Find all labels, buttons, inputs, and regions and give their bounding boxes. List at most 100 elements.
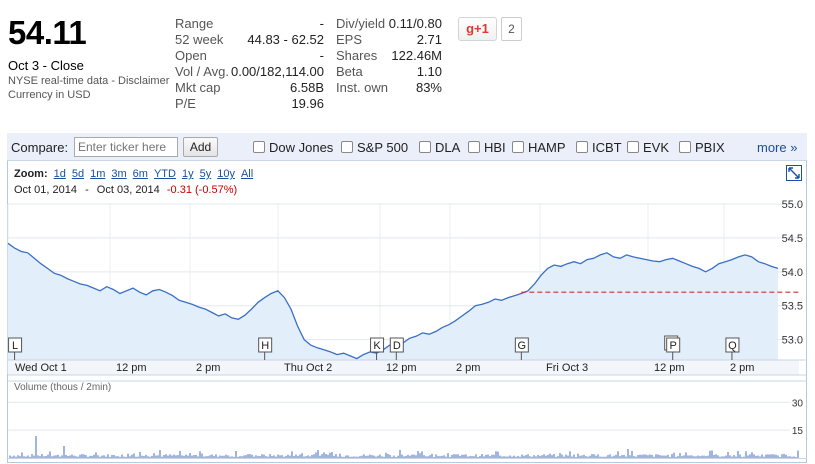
news-marker-d[interactable]: D bbox=[389, 337, 404, 360]
add-button[interactable]: Add bbox=[183, 137, 218, 157]
checkbox-label: Dow Jones bbox=[269, 139, 334, 155]
stat-value: 19.96 bbox=[291, 96, 324, 111]
marker-box[interactable] bbox=[666, 337, 681, 353]
price-area bbox=[8, 243, 778, 360]
news-marker-q[interactable]: Q bbox=[725, 337, 740, 360]
checkbox-label: ICBT bbox=[592, 139, 622, 155]
stat-value: - bbox=[319, 16, 324, 31]
zoom-link-6m[interactable]: 6m bbox=[132, 168, 148, 180]
range-from: Oct 01, 2014 bbox=[14, 184, 77, 196]
zoom-link-5d[interactable]: 5d bbox=[71, 168, 85, 180]
marker-box[interactable] bbox=[370, 337, 385, 353]
checkbox-box[interactable] bbox=[419, 141, 431, 153]
x-axis-band bbox=[8, 360, 799, 375]
news-marker-g[interactable]: G bbox=[514, 337, 529, 360]
checkbox-label: HAMP bbox=[528, 139, 566, 155]
expand-icon bbox=[788, 167, 800, 179]
zoom-link-5y[interactable]: 5y bbox=[199, 168, 212, 180]
stat-value: 0.00/182,114.00 bbox=[230, 64, 324, 79]
stat-row: Mkt cap 6.58B bbox=[175, 80, 324, 96]
stat-key: P/E bbox=[175, 96, 196, 111]
marker-label: D bbox=[393, 340, 401, 352]
stat-value: 44.83 - 62.52 bbox=[247, 32, 324, 47]
zoom-link-10y[interactable]: 10y bbox=[217, 168, 235, 180]
stat-key: Mkt cap bbox=[175, 80, 221, 95]
compare-checkbox[interactable]: Dow Jones bbox=[253, 139, 334, 155]
checkbox-box[interactable] bbox=[253, 141, 265, 153]
news-marker-p[interactable]: P bbox=[664, 335, 681, 360]
expand-chart-button[interactable] bbox=[786, 165, 802, 181]
stat-row: Vol / Avg. 0.00/182,114.00 bbox=[175, 64, 324, 80]
marker-box[interactable] bbox=[389, 337, 404, 353]
range-change: -0.31 (-0.57%) bbox=[166, 184, 238, 196]
stat-row: P/E 19.96 bbox=[175, 96, 324, 112]
compare-label: Compare: bbox=[11, 140, 69, 155]
compare-checkbox[interactable]: PBIX bbox=[679, 140, 725, 155]
google-plus-button[interactable]: g+1 bbox=[458, 17, 497, 41]
compare-checkbox[interactable]: DLA bbox=[419, 139, 461, 155]
stat-row: Shares 122.46M bbox=[336, 48, 442, 64]
zoom-link-1m[interactable]: 1m bbox=[90, 168, 106, 180]
compare-checkbox[interactable]: HAMP bbox=[512, 139, 566, 155]
compare-checkbox[interactable]: HBI bbox=[468, 140, 506, 155]
plus-one-count: 2 bbox=[501, 17, 522, 41]
y-tick-label: 55.0 bbox=[782, 199, 803, 211]
volume-label: Volume (thous / 2min) bbox=[14, 382, 111, 393]
compare-checkbox[interactable]: S&P 500 bbox=[341, 140, 408, 155]
stat-value: 1.10 bbox=[416, 64, 442, 79]
marker-box[interactable] bbox=[8, 337, 23, 353]
marker-label: L bbox=[12, 340, 18, 352]
zoom-link-3m[interactable]: 3m bbox=[111, 168, 127, 180]
compare-checkbox[interactable]: ICBT bbox=[576, 139, 622, 155]
stat-value: 2.71 bbox=[416, 32, 442, 47]
close-label: Oct 3 - Close bbox=[8, 58, 84, 73]
stat-key: Div/yield bbox=[336, 16, 386, 31]
stats-left: Range -52 week 44.83 - 62.52 Open - Vol / Avg… bbox=[175, 16, 324, 112]
stat-key: Open bbox=[175, 48, 207, 63]
range-dash: - bbox=[85, 184, 89, 196]
marker-box[interactable] bbox=[258, 337, 273, 353]
checkbox-box[interactable] bbox=[576, 141, 588, 153]
zoom-label: Zoom: bbox=[14, 168, 48, 180]
x-tick-label: 12 pm bbox=[116, 362, 147, 374]
marker-box[interactable] bbox=[514, 337, 529, 353]
stat-key: Vol / Avg. bbox=[175, 64, 229, 79]
stat-key: 52 week bbox=[175, 32, 224, 47]
ticker-input[interactable] bbox=[74, 137, 178, 157]
stat-key: Beta bbox=[336, 64, 363, 79]
news-marker-h[interactable]: H bbox=[258, 337, 273, 360]
marker-label: Q bbox=[728, 340, 737, 352]
checkbox-box[interactable] bbox=[627, 141, 639, 153]
more-link[interactable]: more » bbox=[757, 140, 798, 155]
currency-note: Currency in USD bbox=[8, 89, 91, 101]
checkbox-box[interactable] bbox=[679, 141, 691, 153]
y-tick-label: 54.5 bbox=[782, 233, 803, 245]
stat-row: 52 week 44.83 - 62.52 bbox=[175, 32, 324, 48]
marker-box[interactable] bbox=[725, 337, 740, 353]
news-marker-k[interactable]: K bbox=[370, 337, 385, 360]
volume-tick-label: 30 bbox=[792, 398, 804, 409]
compare-bar: Compare: Add Dow Jones S&P 500 DLA HBI HAMP I… bbox=[7, 133, 807, 161]
checkbox-box[interactable] bbox=[468, 141, 480, 153]
price: 54.11 bbox=[8, 14, 87, 51]
zoom-link-1d[interactable]: 1d bbox=[53, 168, 66, 180]
realtime-disclaimer[interactable]: NYSE real-time data - Disclaimer bbox=[8, 75, 170, 87]
zoom-link-1y[interactable]: 1y bbox=[181, 168, 194, 180]
news-marker-l[interactable]: L bbox=[8, 337, 23, 360]
checkbox-box[interactable] bbox=[341, 141, 353, 153]
checkbox-label: EVK bbox=[643, 139, 670, 155]
date-range: Oct 01, 2014 - Oct 03, 2014 -0.31 (-0.57… bbox=[14, 184, 237, 196]
stat-key: Inst. own bbox=[336, 80, 389, 95]
stat-row: Open - bbox=[175, 48, 324, 64]
zoom-link-ytd[interactable]: YTD bbox=[153, 168, 176, 180]
marker-label: P bbox=[670, 340, 677, 352]
checkbox-box[interactable] bbox=[512, 141, 524, 153]
range-to: Oct 03, 2014 bbox=[96, 184, 160, 196]
stat-value: 83% bbox=[415, 80, 442, 95]
zoom-link-all[interactable]: All bbox=[240, 168, 254, 180]
stat-value: - bbox=[319, 48, 324, 63]
checkbox-label: DLA bbox=[435, 139, 461, 155]
marker-label: K bbox=[373, 340, 381, 352]
compare-checkbox[interactable]: EVK bbox=[627, 139, 670, 155]
